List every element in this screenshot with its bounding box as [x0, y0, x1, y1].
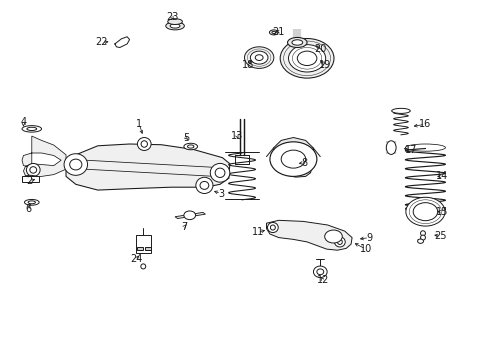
Ellipse shape	[195, 177, 212, 194]
Circle shape	[412, 203, 437, 221]
Circle shape	[255, 55, 263, 60]
Bar	[136, 235, 150, 253]
Text: 23: 23	[165, 12, 178, 22]
Text: 14: 14	[435, 171, 448, 181]
Polygon shape	[175, 212, 205, 219]
Ellipse shape	[170, 24, 180, 28]
Ellipse shape	[187, 145, 193, 148]
Polygon shape	[266, 220, 351, 250]
Circle shape	[280, 39, 333, 78]
Bar	[22, 176, 39, 182]
Ellipse shape	[200, 181, 208, 189]
Text: 18: 18	[241, 60, 254, 70]
Ellipse shape	[386, 141, 395, 154]
Ellipse shape	[165, 22, 184, 30]
Ellipse shape	[24, 199, 39, 205]
Ellipse shape	[22, 126, 41, 132]
Text: 11: 11	[251, 227, 264, 237]
Ellipse shape	[334, 237, 345, 247]
Ellipse shape	[267, 222, 278, 233]
Circle shape	[405, 197, 444, 226]
Ellipse shape	[271, 31, 275, 33]
Ellipse shape	[22, 175, 38, 183]
Ellipse shape	[405, 205, 445, 212]
Text: 5: 5	[183, 132, 188, 143]
Ellipse shape	[30, 167, 37, 173]
Ellipse shape	[27, 127, 37, 130]
Polygon shape	[22, 136, 66, 178]
Text: 6: 6	[25, 204, 31, 214]
Bar	[144, 247, 150, 250]
Text: 2: 2	[26, 176, 32, 186]
Ellipse shape	[269, 30, 278, 35]
Ellipse shape	[420, 235, 425, 240]
Bar	[137, 247, 142, 250]
Text: 19: 19	[318, 60, 331, 70]
Circle shape	[324, 230, 342, 243]
Text: 12: 12	[316, 275, 328, 285]
Ellipse shape	[69, 159, 81, 170]
Text: 3: 3	[218, 189, 224, 199]
Circle shape	[417, 239, 423, 243]
Ellipse shape	[28, 201, 35, 204]
Ellipse shape	[420, 231, 425, 236]
Polygon shape	[273, 138, 315, 177]
Ellipse shape	[391, 108, 409, 113]
Text: 20: 20	[313, 44, 326, 54]
Circle shape	[269, 142, 316, 176]
Ellipse shape	[313, 266, 326, 278]
Circle shape	[288, 45, 325, 72]
Text: 7: 7	[181, 222, 187, 232]
Ellipse shape	[26, 163, 40, 176]
Ellipse shape	[167, 19, 182, 24]
Circle shape	[281, 150, 305, 168]
Ellipse shape	[291, 40, 302, 45]
Circle shape	[250, 51, 267, 64]
Text: 21: 21	[272, 27, 285, 37]
Circle shape	[297, 51, 316, 66]
Polygon shape	[66, 144, 229, 190]
Ellipse shape	[337, 239, 342, 244]
Text: 13: 13	[230, 131, 243, 141]
Text: 17: 17	[404, 145, 416, 156]
Text: 8: 8	[301, 158, 306, 168]
Ellipse shape	[183, 143, 197, 150]
Circle shape	[244, 47, 273, 68]
Ellipse shape	[210, 163, 229, 182]
Text: 22: 22	[95, 37, 108, 48]
Text: 24: 24	[129, 254, 142, 264]
Ellipse shape	[64, 154, 87, 175]
Text: 1: 1	[136, 119, 142, 129]
Text: 15: 15	[435, 207, 448, 217]
Text: 10: 10	[359, 244, 371, 254]
Ellipse shape	[270, 225, 275, 230]
Ellipse shape	[215, 168, 224, 177]
Ellipse shape	[405, 144, 445, 151]
Text: 25: 25	[433, 231, 446, 241]
Text: 16: 16	[418, 119, 431, 129]
Ellipse shape	[137, 138, 151, 150]
Ellipse shape	[316, 269, 323, 275]
Ellipse shape	[287, 37, 306, 48]
Ellipse shape	[141, 141, 147, 147]
Ellipse shape	[141, 264, 145, 269]
Text: 9: 9	[366, 233, 371, 243]
Circle shape	[183, 211, 195, 220]
Text: 4: 4	[20, 117, 26, 127]
